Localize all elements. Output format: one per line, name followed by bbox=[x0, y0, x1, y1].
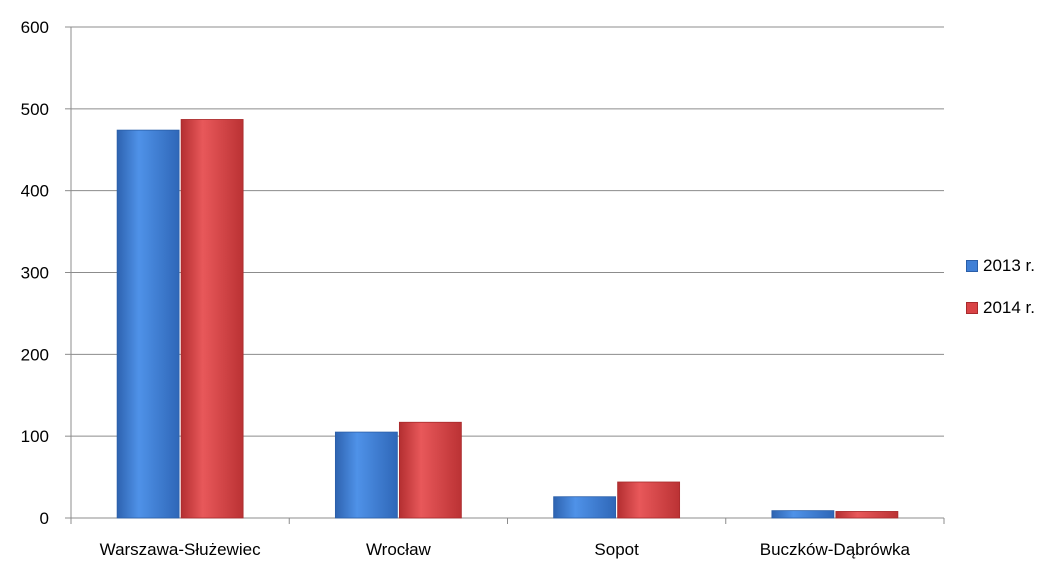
legend-item-2014[interactable]: 2014 r. bbox=[966, 298, 1035, 318]
legend: 2013 r. 2014 r. bbox=[966, 256, 1035, 340]
y-tick-label: 600 bbox=[21, 18, 49, 37]
legend-swatch-2013 bbox=[966, 260, 978, 272]
y-tick-label: 400 bbox=[21, 182, 49, 201]
y-tick-label: 300 bbox=[21, 264, 49, 283]
legend-swatch-2014 bbox=[966, 302, 978, 314]
bar-2014-0[interactable] bbox=[180, 119, 244, 519]
bar-2013-2[interactable] bbox=[553, 496, 617, 519]
x-tick-label: Buczków-Dąbrówka bbox=[760, 540, 911, 559]
legend-label-2013: 2013 r. bbox=[983, 256, 1035, 275]
y-tick-label: 0 bbox=[40, 509, 49, 528]
bar-2014-1[interactable] bbox=[398, 421, 462, 519]
bar-2013-3[interactable] bbox=[771, 510, 835, 519]
bar-2013-1[interactable] bbox=[334, 431, 398, 519]
bars bbox=[116, 119, 899, 519]
x-tick-label: Warszawa-Służewiec bbox=[100, 540, 261, 559]
y-tick-labels: 0 100 200 300 400 500 600 bbox=[21, 18, 49, 528]
legend-label-2014: 2014 r. bbox=[983, 298, 1035, 317]
bar-2014-3[interactable] bbox=[835, 511, 899, 519]
y-tick-label: 100 bbox=[21, 427, 49, 446]
bar-2013-0[interactable] bbox=[116, 129, 180, 519]
y-tick-label: 500 bbox=[21, 100, 49, 119]
legend-item-2013[interactable]: 2013 r. bbox=[966, 256, 1035, 276]
x-tick-label: Wrocław bbox=[366, 540, 432, 559]
y-tick-label: 200 bbox=[21, 345, 49, 364]
x-tick-labels: Warszawa-Służewiec Wrocław Sopot Buczków-Dą… bbox=[100, 540, 911, 559]
x-tick-label: Sopot bbox=[594, 540, 639, 559]
bar-2014-2[interactable] bbox=[617, 481, 681, 519]
